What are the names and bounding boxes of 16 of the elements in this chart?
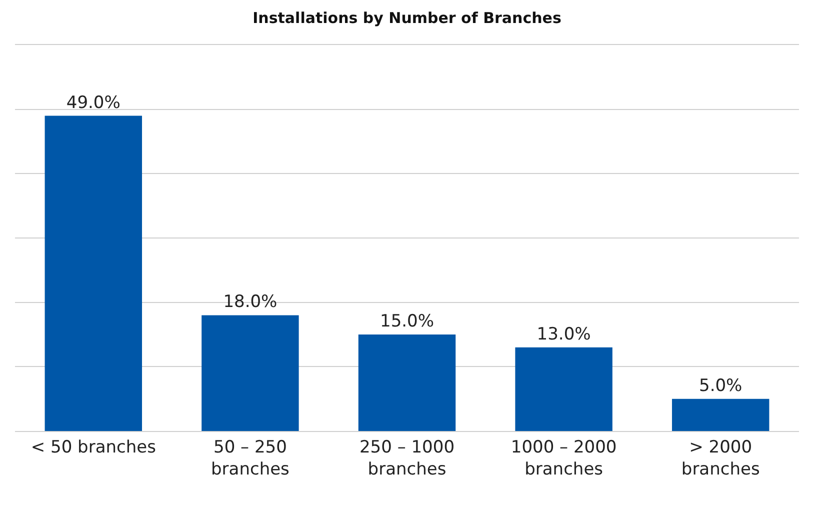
bar [515,347,612,431]
x-tick-label: 50 – 250 branches [210,437,290,480]
data-label: 5.0% [699,376,742,396]
bar [44,116,142,431]
bar [202,315,299,431]
x-tick-label: > 2000 branches [681,437,760,480]
x-tick-label: 250 – 1000 branches [359,437,455,480]
bar [672,398,770,431]
data-label: 49.0% [66,92,120,113]
data-label: 13.0% [536,324,591,344]
x-tick-label: 1000 – 2000 branches [510,437,617,480]
bar [358,334,456,431]
data-label: 15.0% [380,312,434,332]
data-label: 18.0% [223,292,278,312]
chart-title: Installations by Number of Branches [252,9,562,28]
x-tick-label: < 50 branches [30,437,156,458]
